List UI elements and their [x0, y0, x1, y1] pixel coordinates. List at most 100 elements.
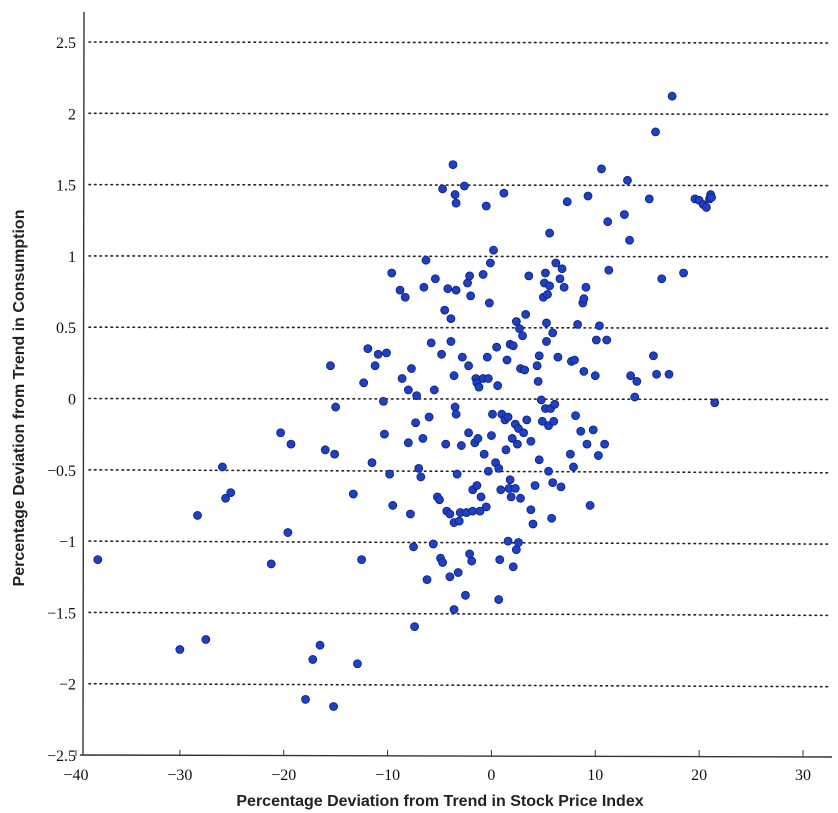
data-point	[451, 409, 461, 419]
data-point	[326, 361, 335, 371]
data-point	[450, 190, 460, 199]
x-tick-label: 10	[587, 767, 603, 784]
data-point	[438, 184, 448, 194]
data-point	[548, 328, 558, 338]
data-point	[526, 436, 536, 446]
data-point	[551, 258, 561, 268]
data-point	[493, 381, 503, 391]
data-point	[457, 352, 467, 362]
data-point	[315, 640, 325, 650]
data-point	[550, 399, 560, 409]
data-point	[482, 352, 492, 362]
data-point	[461, 590, 470, 600]
data-point	[503, 536, 513, 546]
data-point	[445, 509, 455, 519]
data-point	[416, 472, 426, 482]
y-tick-label: 2.5	[56, 35, 76, 52]
data-point	[330, 449, 340, 459]
data-point	[451, 198, 461, 208]
data-point	[545, 281, 554, 291]
data-point	[603, 217, 613, 227]
data-point	[533, 376, 543, 386]
data-point	[430, 274, 440, 284]
y-tick-label: 0	[68, 392, 76, 409]
data-point	[426, 338, 436, 348]
data-point	[534, 455, 544, 465]
x-tick-label: −30	[167, 767, 192, 784]
data-point	[424, 412, 434, 422]
data-point	[373, 349, 383, 359]
data-point	[544, 466, 553, 476]
data-point	[400, 292, 410, 302]
y-tick-label: −0.5	[47, 463, 76, 480]
data-point	[460, 181, 469, 191]
data-point	[201, 635, 211, 644]
data-point	[515, 324, 524, 334]
y-tick-label: −1.5	[47, 605, 76, 622]
data-point	[479, 449, 489, 459]
data-point	[521, 309, 531, 319]
data-point	[448, 160, 458, 170]
data-point	[588, 425, 598, 435]
data-point	[484, 298, 494, 308]
y-tick-labels: 2.5 2 1.5 1 0.5 0 −0.5 −1 −1.5 −2 −2.5	[47, 35, 76, 765]
data-point	[483, 466, 493, 476]
y-tick-label: 1.5	[56, 178, 76, 195]
data-point	[702, 203, 711, 212]
data-point	[501, 445, 511, 455]
y-tick-label: −2	[59, 677, 76, 694]
x-tick-label: 0	[487, 767, 495, 784]
data-point	[452, 469, 462, 479]
data-point	[466, 291, 476, 301]
data-point	[266, 559, 276, 569]
data-point	[456, 441, 466, 450]
data-point	[664, 369, 674, 379]
data-point	[488, 409, 497, 419]
data-point	[226, 488, 236, 498]
data-point	[438, 558, 448, 567]
data-point	[474, 382, 484, 392]
data-point	[541, 268, 550, 278]
data-point	[569, 462, 578, 472]
data-point	[468, 506, 478, 516]
data-point	[581, 282, 591, 292]
data-point	[526, 505, 536, 515]
data-point	[475, 506, 485, 516]
data-point	[591, 335, 601, 345]
data-point	[595, 321, 604, 331]
data-point	[557, 264, 567, 274]
data-point	[507, 434, 517, 443]
y-axis-title: Percentage Deviation from Trend in Consu…	[11, 210, 28, 587]
data-point	[559, 282, 569, 292]
data-point	[547, 513, 557, 523]
data-point	[380, 429, 389, 439]
y-axis-line	[82, 11, 85, 756]
data-point	[707, 193, 717, 202]
data-point	[651, 127, 660, 137]
data-point	[512, 439, 522, 449]
x-tick-label: −40	[63, 767, 88, 784]
data-point	[495, 555, 505, 565]
data-point	[422, 575, 432, 585]
y-tick-label: 2	[68, 106, 76, 123]
data-point	[571, 411, 580, 421]
data-point	[710, 398, 720, 408]
data-point	[308, 655, 318, 664]
data-point	[510, 483, 520, 493]
data-point	[573, 319, 583, 329]
data-point	[536, 395, 546, 405]
data-point	[283, 528, 293, 537]
gridline	[88, 611, 831, 617]
data-point	[562, 197, 572, 207]
data-point	[301, 694, 310, 704]
data-point	[320, 445, 330, 455]
x-axis-title: Percentage Deviation from Trend in Stock…	[236, 793, 643, 810]
x-tick-label: 30	[795, 767, 811, 784]
data-point	[450, 402, 460, 412]
data-point	[487, 431, 496, 440]
gridline	[88, 183, 831, 187]
data-point	[421, 255, 431, 265]
data-point	[437, 349, 446, 359]
data-point	[454, 516, 464, 526]
